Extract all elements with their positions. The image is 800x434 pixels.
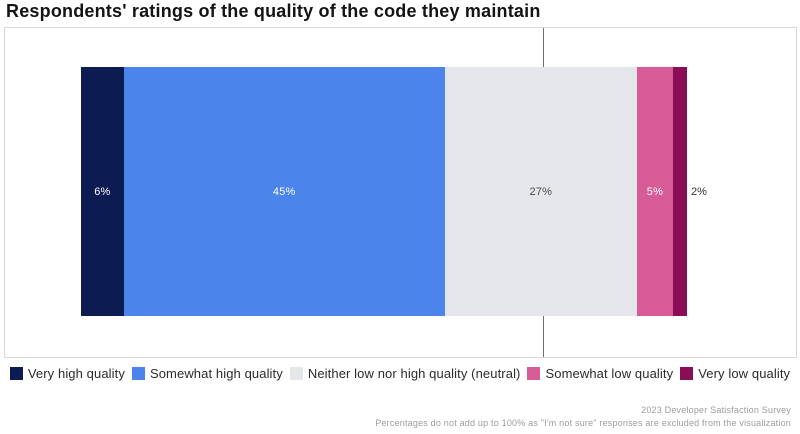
bar-segment-value-5: 2% [691, 185, 707, 198]
legend-swatch-icon [9, 367, 23, 380]
bar-segment-value-2: 45% [272, 185, 296, 198]
legend: Very high quality Somewhat high quality Ne… [0, 366, 800, 381]
footer-source: 2023 Developer Satisfaction Survey [641, 405, 791, 415]
bar-segment-5 [672, 67, 688, 316]
legend-label: Very high quality [27, 366, 125, 381]
plot-area: 6% 45% 27% 5% 2% [4, 27, 797, 358]
legend-label: Somewhat high quality [149, 366, 283, 381]
legend-item-4: Somewhat low quality [527, 366, 673, 381]
legend-item-2: Somewhat high quality [131, 366, 283, 381]
bar-segment-value-4: 5% [646, 185, 664, 198]
stacked-bar: 6% 45% 27% 5% [81, 67, 688, 316]
bar-segment-2: 45% [123, 67, 445, 316]
legend-swatch-icon [289, 367, 303, 380]
bar-segment-value-1: 6% [94, 185, 111, 198]
bar-segment-3: 27% [444, 67, 638, 316]
legend-swatch-icon [680, 367, 694, 380]
bar-segment-1: 6% [81, 67, 124, 316]
legend-label: Very low quality [698, 366, 791, 381]
legend-swatch-icon [527, 367, 541, 380]
legend-item-5: Very low quality [680, 366, 790, 381]
footer-note: Percentages do not add up to 100% as "I'… [375, 418, 791, 428]
footer: 2023 Developer Satisfaction Survey Perce… [375, 404, 791, 430]
legend-label: Somewhat low quality [545, 366, 674, 381]
legend-swatch-icon [131, 367, 145, 380]
bar-segment-4: 5% [637, 67, 673, 316]
legend-item-3: Neither low nor high quality (neutral) [289, 366, 521, 381]
legend-label: Neither low nor high quality (neutral) [307, 366, 521, 381]
bar-wrap: 6% 45% 27% 5% 2% [81, 67, 707, 316]
legend-item-1: Very high quality [9, 366, 125, 381]
bar-segment-value-3: 27% [529, 185, 553, 198]
chart-title: Respondents' ratings of the quality of t… [6, 1, 541, 21]
